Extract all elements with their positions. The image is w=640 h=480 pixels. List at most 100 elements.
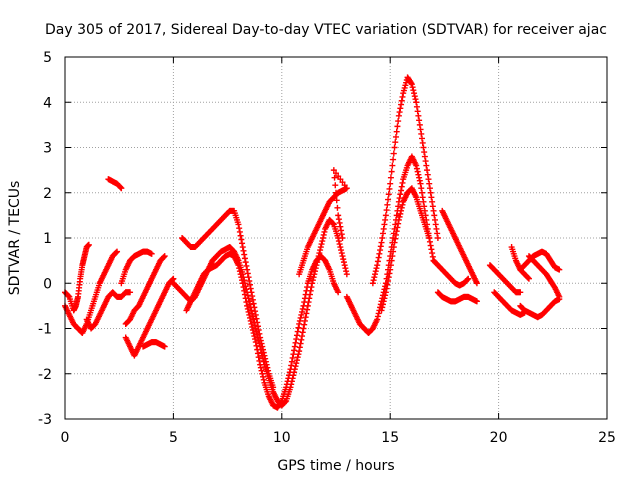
data-point (113, 249, 120, 256)
data-point (259, 370, 266, 377)
series-track-o (378, 185, 433, 314)
data-point (294, 328, 301, 335)
data-point (556, 266, 563, 273)
data-point (249, 296, 256, 303)
data-point (250, 330, 257, 337)
series-track-u (508, 244, 532, 282)
series-track-l (296, 167, 350, 278)
data-point (300, 302, 307, 309)
data-point (333, 197, 340, 204)
data-point (341, 182, 348, 189)
data-point (418, 135, 425, 142)
data-point (293, 357, 300, 364)
data-point (396, 195, 403, 202)
data-point (372, 268, 379, 275)
data-point (237, 232, 244, 239)
data-point (383, 285, 390, 292)
data-point (415, 112, 422, 119)
data-point (390, 150, 397, 157)
data-point (302, 291, 309, 298)
data-point (247, 314, 254, 321)
data-point (434, 230, 441, 237)
data-point (321, 228, 328, 235)
data-point (390, 156, 397, 163)
data-point (378, 307, 385, 314)
x-axis-label: GPS time / hours (277, 458, 394, 474)
data-point (383, 207, 390, 214)
data-point (290, 351, 297, 358)
data-point (264, 364, 271, 371)
data-point (297, 314, 304, 321)
data-point (338, 227, 345, 234)
data-point (374, 262, 381, 269)
data-point (235, 262, 242, 269)
data-point (246, 311, 253, 318)
data-point (393, 228, 400, 235)
data-point (258, 340, 265, 347)
data-point (426, 235, 433, 241)
data-point (335, 216, 342, 223)
data-point (411, 90, 418, 97)
data-point (331, 174, 338, 181)
series-track-p (430, 257, 472, 289)
data-point (257, 337, 264, 344)
data-point (379, 230, 386, 237)
data-point (296, 348, 303, 355)
data-point (425, 176, 432, 183)
data-point (292, 339, 299, 346)
data-point (342, 265, 349, 272)
data-point (410, 87, 417, 94)
series-track-m (343, 153, 437, 337)
data-point (421, 203, 428, 210)
chart-title: Day 305 of 2017, Sidereal Day-to-day VTE… (45, 22, 607, 38)
data-point (169, 276, 176, 283)
data-point (259, 343, 266, 350)
data-point (118, 185, 125, 192)
series-track-r (439, 207, 480, 287)
series-track-g (122, 275, 177, 359)
data-point (375, 310, 382, 317)
data-point (394, 123, 401, 130)
data-point (398, 183, 405, 190)
data-point (263, 361, 270, 368)
data-point (374, 313, 381, 320)
data-point (298, 311, 305, 318)
data-point (236, 225, 243, 232)
data-point (371, 274, 378, 281)
plot-frame (64, 56, 608, 420)
data-point (413, 162, 420, 169)
data-point (238, 274, 245, 281)
data-point (260, 373, 267, 380)
data-point (396, 109, 403, 116)
data-point (330, 220, 337, 227)
data-point (390, 244, 397, 251)
data-point (398, 187, 405, 194)
data-point (385, 274, 392, 281)
data-point (418, 189, 425, 196)
data-point (374, 258, 381, 265)
data-point (413, 99, 420, 106)
data-point (398, 97, 405, 104)
data-point (287, 366, 294, 373)
x-tick-label: 5 (169, 430, 178, 446)
data-point (65, 293, 72, 300)
data-point (398, 207, 405, 214)
data-point (241, 251, 248, 258)
data-point (374, 316, 381, 323)
data-point (394, 224, 401, 231)
data-point (317, 247, 324, 254)
data-point (262, 355, 269, 362)
data-point (249, 327, 256, 334)
data-point (429, 253, 436, 260)
series-track-t (491, 289, 528, 318)
data-point (415, 171, 422, 178)
data-point (398, 101, 405, 108)
data-point (252, 339, 259, 346)
data-point (85, 241, 92, 248)
data-point (399, 201, 406, 208)
data-point (260, 346, 267, 353)
data-point (330, 167, 337, 174)
data-point (335, 289, 342, 296)
data-point (257, 364, 264, 371)
